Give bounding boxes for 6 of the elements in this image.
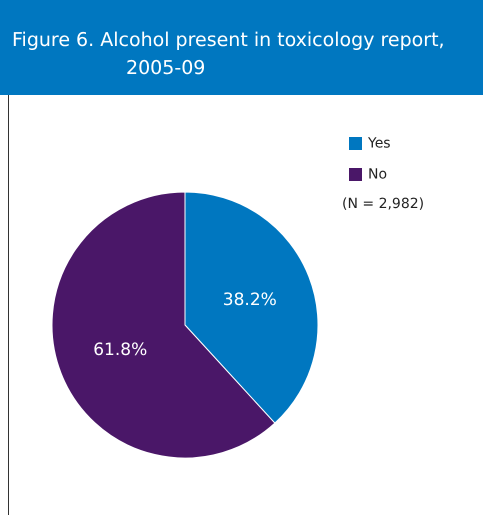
legend-label: Yes xyxy=(367,136,391,152)
data-label: 61.8% xyxy=(93,340,148,360)
chart-title: Figure 6. Alcohol present in toxicology report, 2005-09 xyxy=(0,0,483,95)
text: (N = 2,982) xyxy=(342,196,424,212)
data-label: 38.2% xyxy=(222,290,277,310)
legend-label: No xyxy=(368,166,388,182)
